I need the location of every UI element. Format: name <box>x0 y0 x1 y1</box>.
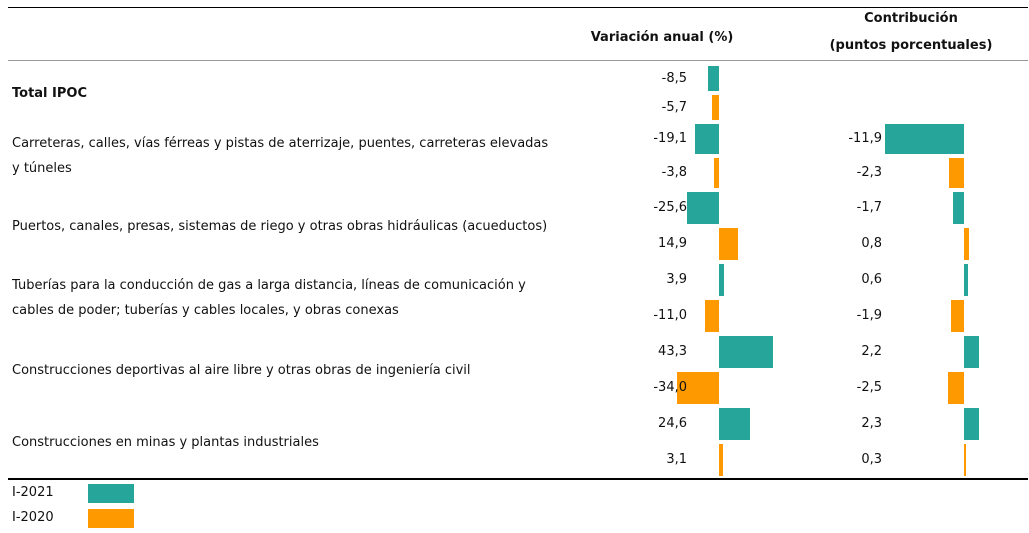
contribution-bar-label: 2,3 <box>861 416 882 431</box>
variation-bar-label: 3,9 <box>666 272 687 287</box>
legend-label: I-2021 <box>12 485 54 500</box>
contribution-bar-label: 0,3 <box>861 452 882 467</box>
category-label: Construcciones deportivas al aire libre … <box>12 362 471 378</box>
contribution-bar-label: -2,3 <box>856 165 882 180</box>
variation-bar <box>719 228 738 260</box>
variation-bar-label: 43,3 <box>658 344 687 359</box>
contribution-bar <box>964 444 966 476</box>
contribution-bar-label: -2,5 <box>856 380 882 395</box>
legend-swatch <box>88 509 134 528</box>
variation-bar-label: -34,0 <box>653 380 687 395</box>
variation-bar <box>687 192 719 224</box>
top-rule <box>8 7 1028 8</box>
category-label: Total IPOC <box>12 85 87 101</box>
contribution-bar-label: 2,2 <box>861 344 882 359</box>
variation-bar-label: -8,5 <box>661 70 687 86</box>
contribution-bar <box>947 372 964 404</box>
header-rule <box>8 60 1028 61</box>
contribution-bar <box>964 336 979 368</box>
category-label: Puertos, canales, presas, sistemas de ri… <box>12 218 548 234</box>
variation-bar-label: 3,1 <box>666 452 687 467</box>
variation-bar <box>719 336 774 368</box>
contribution-bar-label: 0,8 <box>861 236 882 251</box>
contribution-bar <box>885 124 964 154</box>
variation-bar-label: -11,0 <box>653 308 687 323</box>
variation-bar <box>719 408 750 440</box>
contribution-bar-label: -11,9 <box>848 131 882 146</box>
contribution-bar-label: -1,7 <box>856 200 882 215</box>
variation-bar-label: 24,6 <box>658 416 687 431</box>
variation-bar <box>711 95 719 120</box>
contribution-bar <box>952 192 964 224</box>
variation-bar-label: -5,7 <box>661 99 687 115</box>
contribution-subtitle: (puntos porcentuales) <box>829 38 993 53</box>
variation-bar-label: -3,8 <box>661 165 687 180</box>
legend-label: I-2020 <box>12 510 54 525</box>
contribution-bar <box>951 300 964 332</box>
legend-swatch <box>88 484 134 503</box>
variation-bar-label: -19,1 <box>653 131 687 146</box>
variation-bar <box>695 124 719 154</box>
category-label: Tuberías para la conducción de gas a lar… <box>12 278 526 318</box>
value-title: Variación anual (%) <box>590 30 734 45</box>
contribution-bar-label: -1,9 <box>856 308 882 323</box>
contribution-bar <box>948 158 964 188</box>
variation-bar <box>676 372 719 404</box>
contribution-bar <box>964 228 970 260</box>
contribution-title: Contribución <box>864 11 958 26</box>
variation-bar <box>719 264 724 296</box>
variation-bar <box>719 444 723 476</box>
category-label: Carreteras, calles, vías férreas y pista… <box>12 136 549 176</box>
variation-bar-label: -25,6 <box>653 200 687 215</box>
contribution-bar-label: 0,6 <box>861 272 882 287</box>
variation-bar <box>705 300 719 332</box>
bottom-rule <box>8 478 1028 480</box>
variation-bar <box>714 158 719 188</box>
variation-bar <box>708 66 719 91</box>
category-label: Construcciones en minas y plantas indust… <box>12 434 319 450</box>
contribution-bar <box>964 264 968 296</box>
variation-bar-label: 14,9 <box>658 236 687 251</box>
contribution-bar <box>964 408 980 440</box>
